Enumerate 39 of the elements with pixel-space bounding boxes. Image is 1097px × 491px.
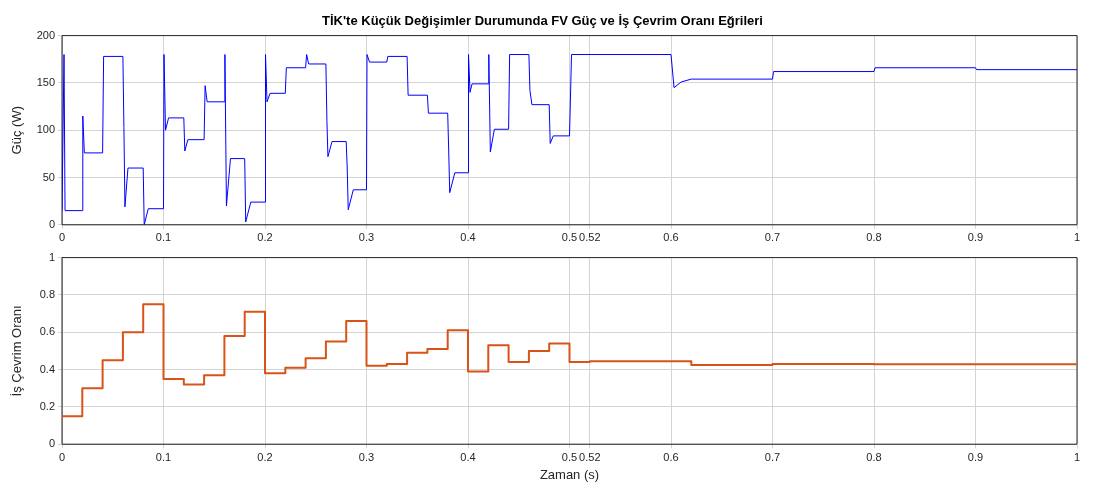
x-tick-label: 0.52 xyxy=(579,231,601,244)
x-tick-label: 0.5 xyxy=(561,231,578,244)
x-tick-label: 0.5 xyxy=(561,450,578,463)
x-tick-label: 0 xyxy=(58,450,66,463)
x-tick-label: 0.9 xyxy=(967,231,984,244)
x-tick-label: 0.4 xyxy=(460,450,476,463)
y-tick-label: 200 xyxy=(36,28,55,41)
y-tick-label: 1 xyxy=(48,250,55,263)
x-tick-label: 0.7 xyxy=(764,450,781,463)
x-tick-label: 0.1 xyxy=(155,450,172,463)
x-tick-label: 1 xyxy=(1073,231,1081,244)
x-tick-label: 0.3 xyxy=(358,231,375,244)
y-tick-label: 50 xyxy=(42,170,55,183)
y-axis-title: İş Çevrim Oranı xyxy=(9,305,25,397)
y-axis-title: Güç (W) xyxy=(9,106,25,155)
x-tick-label: 0 xyxy=(58,231,66,244)
y-tick-label: 150 xyxy=(36,75,55,88)
x-tick-label: 0.52 xyxy=(579,450,601,463)
y-tick-label: 0.6 xyxy=(39,325,55,338)
x-tick-label: 0.4 xyxy=(460,231,476,244)
x-tick-label: 0.8 xyxy=(866,450,882,463)
x-tick-label: 0.2 xyxy=(257,450,273,463)
chart-title: TİK'te Küçük Değişimler Durumunda FV Güç ve İş Çevrim Oranı Eğrileri xyxy=(322,13,763,29)
x-tick-label: 0.9 xyxy=(967,450,984,463)
y-tick-label: 0.8 xyxy=(39,287,55,300)
x-tick-label: 0.6 xyxy=(663,450,679,463)
x-tick-label: 0.6 xyxy=(663,231,679,244)
x-tick-label: 0.8 xyxy=(866,231,882,244)
y-tick-label: 0 xyxy=(48,437,55,450)
y-tick-label: 0.4 xyxy=(39,362,55,375)
y-tick-label: 0 xyxy=(48,217,55,230)
x-tick-label: 0.3 xyxy=(358,450,375,463)
y-tick-label: 100 xyxy=(36,123,55,136)
x-tick-label: 1 xyxy=(1073,450,1081,463)
x-tick-label: 0.1 xyxy=(155,231,172,244)
y-tick-label: 0.2 xyxy=(39,399,55,412)
x-axis-title: Zaman (s) xyxy=(539,466,600,482)
x-tick-label: 0.7 xyxy=(764,231,781,244)
x-tick-label: 0.2 xyxy=(257,231,273,244)
